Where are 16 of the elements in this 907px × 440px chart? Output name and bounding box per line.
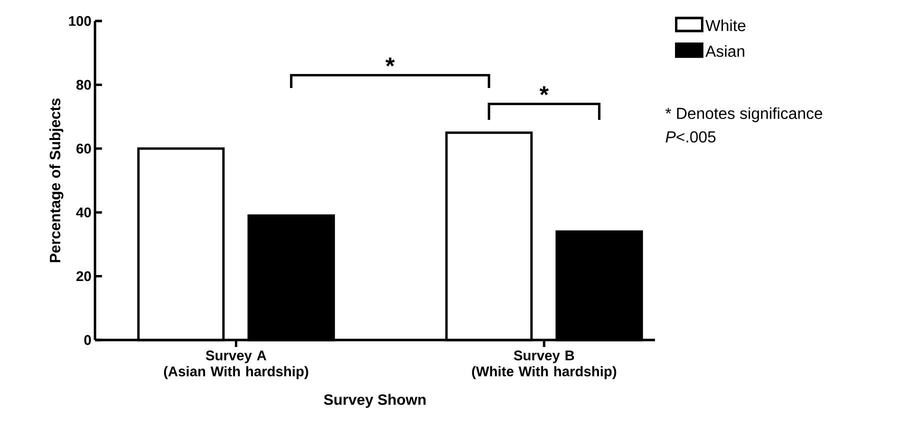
text: P<.005 <box>666 131 716 143</box>
y-tick-label: 80 <box>76 80 91 90</box>
legend-label: White <box>705 19 746 32</box>
x-tick-label: Survey A (Asian With hardship) <box>164 350 308 380</box>
x-tick-label: Survey B (White With hardship) <box>472 350 616 380</box>
annotation: * <box>386 58 395 66</box>
text: * Denotes significance <box>665 107 822 122</box>
y-tick-label: 0 <box>84 335 91 345</box>
legend-label: Asian <box>705 45 744 57</box>
y-tick-label: 100 <box>69 16 91 26</box>
annotation: * <box>540 86 549 96</box>
x-axis-title: Survey Shown <box>324 394 426 408</box>
y-axis-title: Percentage of Subjects <box>49 98 64 262</box>
y-tick-label: 40 <box>76 207 91 218</box>
y-tick-label: 60 <box>76 144 91 154</box>
y-tick-label: 20 <box>76 271 91 282</box>
